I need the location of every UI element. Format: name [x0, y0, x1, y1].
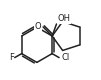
- Text: OH: OH: [57, 14, 70, 23]
- Text: O: O: [34, 22, 41, 31]
- Text: Cl: Cl: [61, 53, 69, 62]
- Text: F: F: [9, 53, 14, 62]
